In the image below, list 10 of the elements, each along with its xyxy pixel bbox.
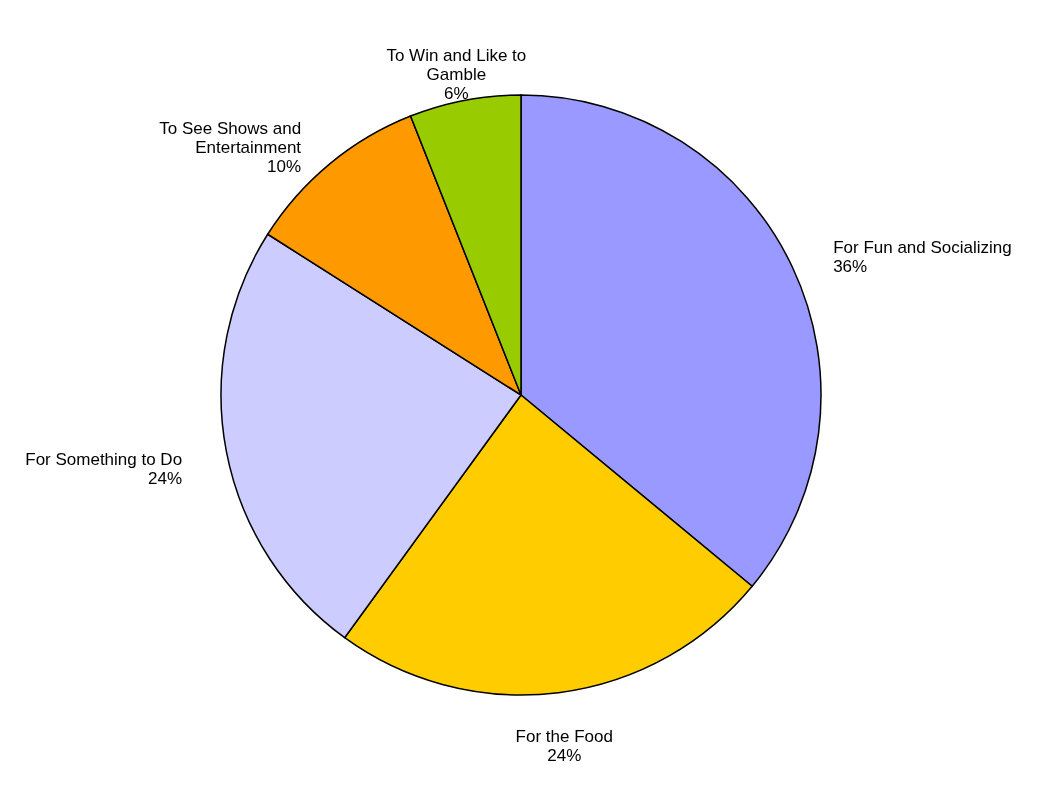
data-label: 10% [267, 157, 302, 177]
slice-label: For Something to Do [25, 449, 183, 469]
slice-label: For Fun and Socializing [833, 238, 1012, 258]
data-label: 24% [547, 746, 582, 766]
slice-label: To See Shows and Entertainment [159, 119, 302, 158]
data-label: 24% [148, 468, 183, 488]
data-label: 6% [444, 84, 469, 104]
data-label: 36% [833, 257, 868, 277]
slice-label: To Win and Like to Gamble [386, 46, 527, 85]
slice-label: For the Food [515, 727, 613, 747]
